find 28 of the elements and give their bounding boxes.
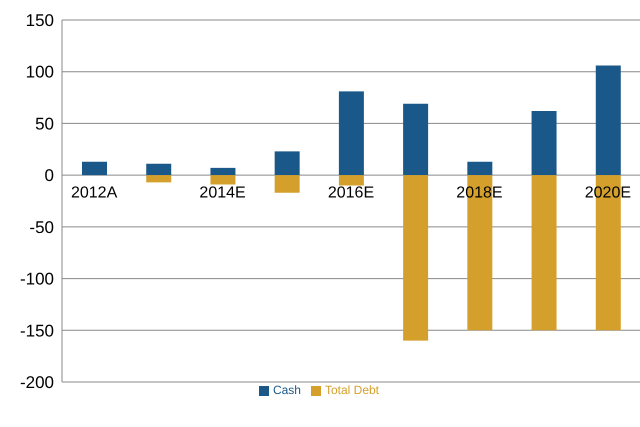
y-tick-label: 100 [26, 62, 54, 82]
y-tick-label: -50 [29, 218, 54, 237]
bar [274, 151, 300, 176]
bar [338, 175, 364, 186]
bar [274, 175, 300, 193]
y-tick-label: -200 [20, 373, 54, 392]
y-tick-label: 0 [44, 166, 54, 186]
bar [596, 66, 621, 176]
x-tick-label: 2012A [70, 184, 118, 202]
y-tick-label: 150 [26, 11, 54, 30]
bar [532, 175, 557, 330]
y-tick-label: -100 [20, 270, 54, 289]
legend-label: Total Debt [324, 383, 380, 397]
bar [210, 168, 236, 176]
bar [82, 162, 107, 176]
bar [532, 111, 557, 176]
bar [146, 164, 172, 176]
bar [210, 175, 236, 184]
y-tick-label: -150 [20, 321, 54, 340]
x-tick-label: 2014E [199, 184, 246, 202]
bar [146, 175, 172, 182]
bar [403, 175, 428, 341]
x-tick-label: 2016E [328, 184, 374, 202]
legend-label: Cash [272, 383, 301, 397]
bar [403, 104, 428, 176]
bar [467, 162, 492, 176]
y-tick-label: 50 [35, 114, 54, 134]
bar [338, 91, 364, 176]
